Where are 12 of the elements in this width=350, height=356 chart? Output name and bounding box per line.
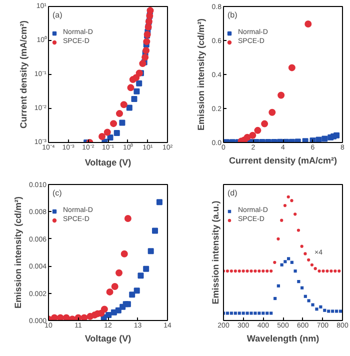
y-axis-title: Emission intensity (cd/m²)	[196, 18, 206, 131]
y-axis-title: Current density (mA/cm²)	[18, 20, 28, 129]
x-axis-title: Current density (mA/cm²)	[228, 156, 338, 166]
y-axis-title: Emission intensity (cd/m²)	[12, 196, 23, 309]
x-axis-title: Voltage (V)	[84, 158, 132, 168]
annotation: (c)	[52, 188, 62, 198]
y-axis-title: Emission intensity (a.u.)	[210, 200, 220, 304]
x-axis-title: Voltage (V)	[84, 334, 132, 344]
annotation: (d)	[228, 188, 238, 198]
annotation: (a)	[52, 10, 63, 20]
x-axis-title: Wavelength (nm)	[246, 334, 320, 344]
annotation: (b)	[228, 10, 238, 20]
